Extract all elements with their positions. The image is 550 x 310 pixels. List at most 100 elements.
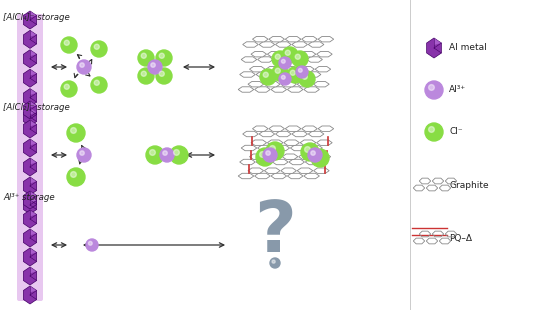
Polygon shape [297,168,313,173]
Polygon shape [30,101,37,107]
Circle shape [266,151,270,155]
Polygon shape [318,126,334,131]
Circle shape [311,149,329,167]
Circle shape [299,69,303,72]
Polygon shape [304,87,320,92]
Polygon shape [23,89,37,107]
Polygon shape [318,37,334,42]
Circle shape [174,150,179,155]
Polygon shape [315,66,331,72]
Circle shape [282,47,298,63]
Polygon shape [289,159,305,165]
FancyBboxPatch shape [17,14,43,123]
Circle shape [64,40,69,45]
Polygon shape [267,51,283,57]
Polygon shape [274,57,290,62]
Polygon shape [309,42,324,47]
Circle shape [141,71,146,76]
Polygon shape [250,66,265,72]
Polygon shape [265,168,280,173]
Circle shape [89,241,92,245]
Polygon shape [288,173,303,179]
Circle shape [428,85,434,90]
Polygon shape [23,177,37,195]
Text: Al³⁺ storage: Al³⁺ storage [3,193,54,202]
Circle shape [263,72,268,77]
Polygon shape [23,30,37,48]
Circle shape [282,60,285,63]
Circle shape [138,50,154,66]
Circle shape [290,70,295,75]
Circle shape [150,150,155,155]
Polygon shape [23,229,37,247]
Polygon shape [252,37,268,42]
Polygon shape [238,173,254,179]
Polygon shape [30,30,37,37]
Text: Al³⁺: Al³⁺ [449,86,466,95]
Polygon shape [282,66,298,72]
Polygon shape [281,82,296,87]
Text: PQ–Δ: PQ–Δ [449,233,472,242]
Polygon shape [256,72,272,77]
Polygon shape [271,173,287,179]
Text: ?: ? [254,198,296,268]
Circle shape [299,71,315,87]
Circle shape [270,146,276,151]
Polygon shape [243,131,258,137]
Polygon shape [248,168,263,173]
Polygon shape [271,87,287,92]
Polygon shape [30,196,37,202]
Circle shape [285,50,290,55]
Polygon shape [307,145,322,151]
Polygon shape [241,57,257,62]
Polygon shape [284,140,299,145]
Polygon shape [23,267,37,285]
Text: [AlCl₂]⁻ storage: [AlCl₂]⁻ storage [3,103,70,112]
Circle shape [91,77,107,93]
Circle shape [279,57,291,69]
Polygon shape [30,286,37,292]
Text: Graphite: Graphite [449,180,488,189]
Circle shape [425,123,443,141]
Polygon shape [30,267,37,273]
Circle shape [260,152,265,157]
Polygon shape [23,69,37,87]
Circle shape [156,50,172,66]
Circle shape [141,53,146,58]
Circle shape [270,258,280,268]
Polygon shape [23,158,37,176]
Text: Al metal: Al metal [449,43,487,52]
Polygon shape [272,72,288,77]
Polygon shape [23,11,37,29]
Polygon shape [30,89,37,95]
Circle shape [67,168,85,186]
Circle shape [80,151,84,155]
Polygon shape [30,177,37,183]
Polygon shape [302,126,317,131]
Polygon shape [304,173,320,179]
Polygon shape [255,173,270,179]
Circle shape [272,260,275,263]
Polygon shape [290,145,306,151]
Circle shape [305,147,310,152]
Circle shape [91,41,107,57]
Polygon shape [250,154,265,159]
Text: Cl⁻: Cl⁻ [449,127,463,136]
Polygon shape [30,158,37,164]
Polygon shape [297,82,313,87]
Polygon shape [256,159,272,165]
Polygon shape [309,131,324,137]
Polygon shape [30,11,37,17]
Polygon shape [285,37,301,42]
Polygon shape [241,145,257,151]
Polygon shape [23,108,37,126]
Circle shape [163,151,167,155]
Circle shape [256,148,274,166]
Polygon shape [434,38,441,45]
Polygon shape [248,82,263,87]
Circle shape [282,75,285,79]
Circle shape [80,63,84,67]
Polygon shape [288,87,303,92]
Polygon shape [267,140,283,145]
Circle shape [170,146,188,164]
